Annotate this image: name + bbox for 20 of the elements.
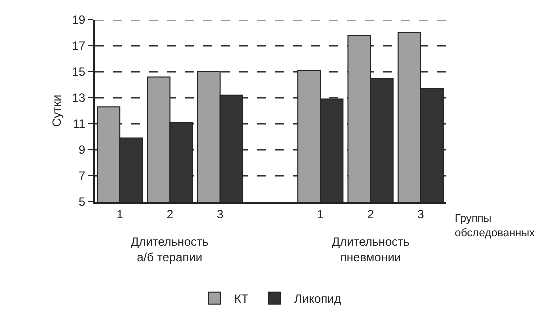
y-tick-label: 9: [78, 143, 86, 158]
y-axis-title: Сутки: [50, 94, 64, 128]
x-tick-label: 2: [166, 207, 174, 222]
y-tick-label: 17: [72, 39, 86, 54]
x-axis-title: Группы обследованных: [455, 213, 536, 240]
y-tick-label: 15: [72, 65, 86, 80]
text: Длительность а/б терапии: [131, 235, 209, 265]
text: Длительность пневмонии: [332, 235, 410, 265]
x-tick-label: 3: [217, 207, 224, 222]
y-tick-label: 7: [78, 169, 86, 184]
y-tick-label: 19: [72, 13, 86, 28]
y-tick-label: 13: [72, 91, 86, 106]
legend-label: КТ: [234, 292, 250, 306]
x-tick-label: 2: [367, 207, 374, 222]
y-tick-label: 5: [78, 195, 86, 210]
x-tick-label: 1: [317, 207, 324, 222]
legend-label: Ликопид: [294, 292, 342, 306]
x-tick-label: 1: [116, 207, 124, 222]
x-tick-label: 3: [418, 207, 425, 222]
y-tick-label: 11: [73, 117, 86, 132]
